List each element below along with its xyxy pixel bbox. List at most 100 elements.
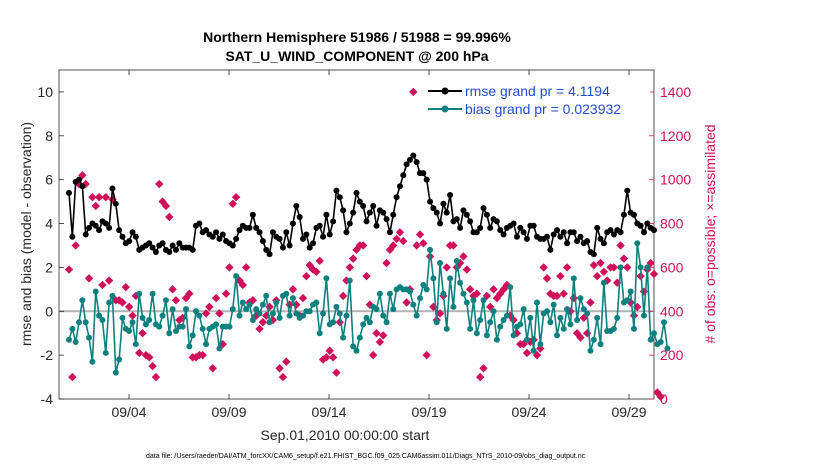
- obs-count-marker: [288, 285, 298, 294]
- rmse-point: [577, 233, 584, 240]
- x-tick-label: 09/19: [411, 404, 446, 420]
- bias-point: [263, 292, 270, 299]
- bias-point: [597, 341, 604, 348]
- rmse-point: [624, 187, 631, 194]
- bias-point: [423, 286, 430, 293]
- obs-count-marker: [472, 289, 482, 298]
- legend-entry-bias: bias grand pr = 0.023932: [428, 101, 621, 117]
- y-right-tick-label: 1400: [660, 84, 691, 100]
- rmse-point: [102, 220, 109, 227]
- bias-point: [169, 306, 176, 313]
- obs-count-marker: [536, 344, 545, 353]
- bias-point: [406, 288, 413, 295]
- rmse-point: [620, 211, 627, 218]
- y-left-tick-label: -4: [41, 391, 54, 407]
- bias-point: [523, 336, 530, 343]
- obs-count-markers: [64, 87, 665, 402]
- rmse-point: [420, 170, 427, 177]
- obs-count-marker: [298, 293, 308, 303]
- obs-count-marker: [302, 271, 311, 281]
- bias-point: [363, 314, 370, 321]
- obs-count-marker: [104, 276, 114, 285]
- bias-point: [96, 312, 103, 319]
- obs-count-marker: [552, 291, 562, 301]
- obs-count-marker: [238, 280, 248, 290]
- obs-count-marker: [128, 311, 137, 320]
- chart-title: Northern Hemisphere 51986 / 51988 = 99.9…: [203, 29, 511, 45]
- bias-point: [139, 314, 146, 321]
- obs-count-marker: [171, 296, 181, 305]
- rmse-point: [460, 207, 467, 214]
- obs-count-marker: [489, 285, 498, 294]
- rmse-point: [530, 222, 537, 229]
- bias-point: [320, 310, 327, 317]
- rmse-point: [523, 235, 530, 242]
- obs-count-marker: [332, 368, 341, 377]
- bias-point: [470, 297, 477, 304]
- bias-point: [92, 288, 99, 295]
- obs-count-marker: [415, 230, 425, 239]
- rmse-point: [630, 211, 637, 218]
- rmse-point: [550, 231, 557, 238]
- obs-count-marker: [84, 274, 94, 283]
- rmse-point: [560, 229, 567, 236]
- obs-count-marker: [569, 293, 578, 303]
- bias-point: [239, 299, 246, 306]
- rmse-point: [457, 224, 464, 231]
- rmse-point: [279, 244, 286, 251]
- obs-count-marker: [556, 271, 565, 281]
- bias-point: [567, 321, 574, 328]
- obs-count-marker: [225, 263, 234, 272]
- rmse-point: [396, 183, 403, 190]
- bias-point: [179, 323, 186, 330]
- obs-count-marker: [579, 313, 588, 323]
- rmse-point: [293, 202, 300, 209]
- bias-point: [610, 325, 617, 332]
- bias-point: [166, 330, 173, 337]
- bias-point: [132, 341, 139, 348]
- rmse-point: [473, 229, 480, 236]
- rmse-point: [406, 156, 413, 163]
- rmse-point: [544, 233, 551, 240]
- rmse-point: [172, 246, 179, 253]
- rmse-point: [333, 187, 340, 194]
- bias-point: [256, 310, 263, 317]
- obs-count-marker: [362, 271, 371, 281]
- obs-count-marker: [559, 289, 568, 298]
- bias-point: [497, 323, 504, 330]
- bias-point: [226, 323, 233, 330]
- bias-point: [343, 312, 350, 319]
- bias-point: [72, 338, 79, 345]
- rmse-point: [126, 238, 133, 245]
- obs-count-marker: [68, 372, 77, 382]
- obs-count-marker: [576, 333, 585, 342]
- rmse-point: [249, 211, 256, 218]
- legend-box: [422, 80, 650, 122]
- rmse-point: [266, 251, 273, 258]
- y-right-tick-label: 1200: [660, 128, 691, 144]
- bias-point: [323, 275, 330, 282]
- bias-point: [661, 319, 668, 326]
- obs-count-marker: [198, 350, 207, 360]
- bias-point: [460, 290, 467, 297]
- x-tick-label: 09/24: [511, 404, 546, 420]
- bias-point: [99, 317, 106, 324]
- obs-count-marker: [241, 263, 251, 272]
- rmse-point: [346, 220, 353, 227]
- obs-count-marker: [78, 171, 87, 180]
- obs-count-marker: [369, 350, 378, 360]
- rmse-point: [493, 218, 500, 225]
- obs-count-marker: [98, 280, 107, 290]
- bias-point: [443, 325, 450, 332]
- bias-point: [427, 246, 434, 253]
- obs-count-marker: [596, 258, 605, 268]
- obs-count-marker: [419, 239, 428, 248]
- bias-point: [183, 306, 189, 313]
- bias-point: [189, 332, 196, 339]
- bias-point: [126, 328, 133, 335]
- obs-count-marker: [322, 353, 331, 362]
- bias-point: [624, 297, 631, 304]
- rmse-point: [447, 192, 454, 199]
- bias-point: [520, 306, 527, 313]
- obs-count-marker: [619, 254, 629, 263]
